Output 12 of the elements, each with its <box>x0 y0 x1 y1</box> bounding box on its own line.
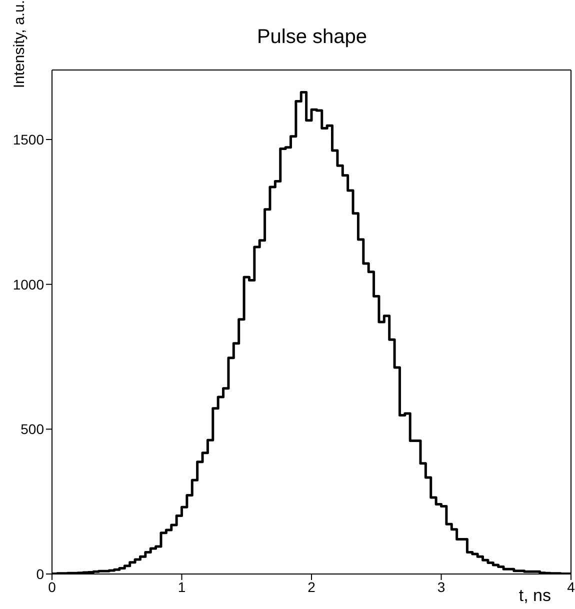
x-tick-label: 2 <box>308 578 316 595</box>
y-tick-label: 500 <box>20 421 44 438</box>
x-tick-label: 3 <box>437 578 446 595</box>
y-tick-label: 0 <box>36 566 44 582</box>
y-tick-label: 1000 <box>12 276 44 292</box>
y-axis-title: Intensity, a.u. <box>11 0 28 88</box>
chart-title: Pulse shape <box>256 26 368 49</box>
x-axis-title: t, ns <box>518 586 551 606</box>
x-tick-label: 1 <box>178 578 186 595</box>
x-tick-label: 4 <box>567 578 575 595</box>
x-tick-label: 0 <box>48 578 56 595</box>
y-tick-label: 1500 <box>12 131 44 148</box>
